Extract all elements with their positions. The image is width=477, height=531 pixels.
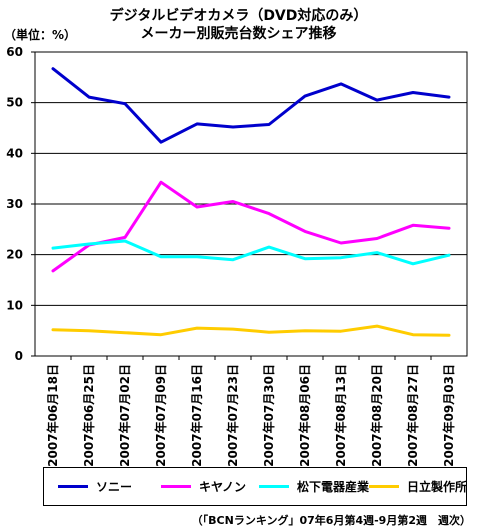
- legend-item-panasonic: 松下電器産業: [259, 468, 369, 505]
- x-tick-label-4: 2007年07月16日: [189, 364, 204, 467]
- y-tick-label-60: 60: [6, 45, 23, 59]
- x-tick-label-0: 2007年06月18日: [45, 364, 60, 467]
- y-tick-label-20: 20: [6, 248, 23, 262]
- legend-item-hitachi: 日立製作所: [369, 468, 467, 505]
- legend-label-canon: キヤノン: [199, 480, 247, 494]
- legend-swatch-panasonic: [259, 485, 289, 488]
- legend: ソニー キヤノン 松下電器産業 日立製作所: [43, 467, 467, 506]
- x-tick-label-9: 2007年08月20日: [369, 364, 384, 467]
- legend-item-canon: キヤノン: [161, 468, 246, 505]
- y-tick-label-10: 10: [6, 298, 23, 312]
- legend-swatch-hitachi: [369, 485, 399, 488]
- legend-swatch-sony: [58, 485, 88, 488]
- legend-label-sony: ソニー: [96, 480, 133, 494]
- x-tick-label-1: 2007年06月25日: [81, 364, 96, 467]
- y-tick-label-40: 40: [6, 146, 23, 160]
- series-line-0: [51, 67, 451, 144]
- x-tick-label-8: 2007年08月13日: [333, 364, 348, 467]
- chart-title-line-1: デジタルビデオカメラ（DVD対応のみ）: [109, 8, 368, 24]
- legend-label-panasonic: 松下電器産業: [297, 480, 370, 494]
- y-tick-label-50: 50: [6, 96, 23, 110]
- chart-title-line-2: メーカー別販売台数シェア推移: [140, 26, 337, 42]
- legend-item-sony: ソニー: [58, 468, 132, 505]
- x-tick-label-6: 2007年07月30日: [261, 364, 276, 467]
- x-tick-label-3: 2007年07月09日: [153, 364, 168, 467]
- series-line-2: [51, 239, 451, 266]
- y-axis-unit-label: （単位：%）: [4, 28, 77, 42]
- x-tick-label-7: 2007年08月06日: [297, 364, 312, 467]
- x-tick-label-10: 2007年08月27日: [405, 364, 420, 467]
- source-footnote: （「BCNランキング」07年6月第4週-9月第2週 週次）: [191, 514, 471, 527]
- legend-label-hitachi: 日立製作所: [407, 480, 468, 494]
- series-line-1: [51, 180, 451, 273]
- y-tick-label-30: 30: [6, 197, 23, 211]
- x-tick-label-11: 2007年09月03日: [441, 364, 456, 467]
- y-tick-label-0: 0: [15, 349, 23, 363]
- x-tick-label-5: 2007年07月23日: [225, 364, 240, 467]
- legend-swatch-canon: [161, 485, 191, 488]
- series-line-3: [51, 324, 451, 337]
- x-tick-label-2: 2007年07月02日: [117, 364, 132, 467]
